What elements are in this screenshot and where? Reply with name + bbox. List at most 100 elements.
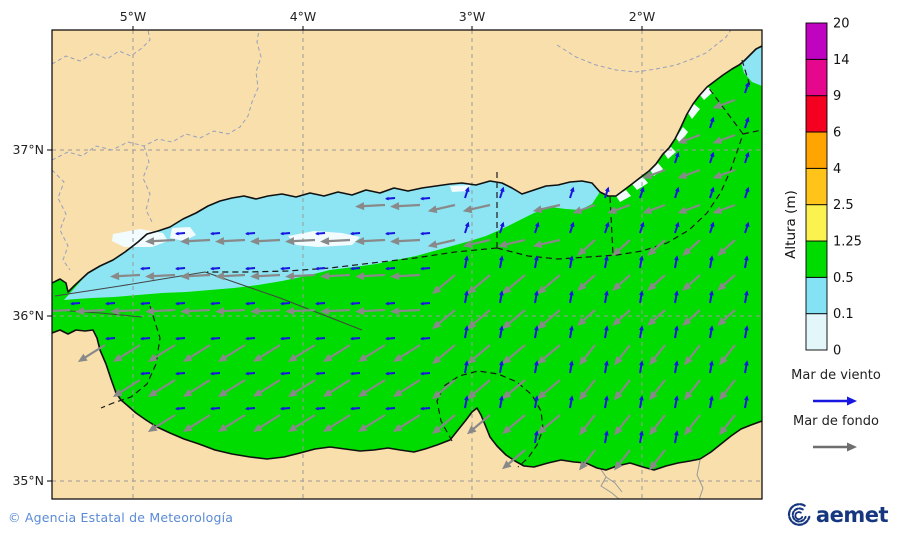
wind-arrow-head (280, 266, 284, 271)
colorbar-segment (805, 167, 828, 206)
wind-arrow-head (245, 301, 249, 306)
sea-pale-patch (650, 163, 663, 176)
wind-arrow-head (464, 325, 469, 331)
swell-arrow-head (145, 272, 155, 281)
wind-arrow-head (639, 186, 645, 193)
swell-arrow-head (355, 272, 365, 281)
sea-pale-patch (450, 185, 470, 192)
wind-arrow-head (674, 186, 680, 193)
wind-arrow-head (464, 290, 469, 296)
wind-arrow-head (464, 186, 470, 193)
sea-pale-patch (676, 127, 688, 143)
swell-arrow-head (683, 425, 693, 436)
wind-arrow-head (604, 186, 610, 193)
maritime-line (54, 271, 206, 297)
wind-arrow-head (569, 221, 575, 228)
swell-arrow-head (467, 425, 477, 435)
wind-arrow-head (140, 336, 144, 341)
wind-arrow-head (674, 430, 679, 436)
wind-arrow-head (280, 301, 284, 306)
swell-arrow-head (392, 388, 403, 397)
colorbar-segment (805, 131, 828, 169)
swell-arrow-head (355, 202, 365, 211)
wind-arrow-head (464, 360, 469, 366)
colorbar-segment (805, 95, 828, 133)
wind-arrow-head (420, 196, 424, 201)
swell-arrow-head (532, 205, 543, 214)
legend-arrow-0-head (847, 396, 857, 406)
colorbar-tick-label: 0.5 (833, 271, 854, 286)
wind-arrow-head (245, 371, 249, 376)
wind-arrow-head (350, 266, 354, 271)
swell-arrow-head (250, 237, 260, 246)
wind-arrow-head (534, 395, 539, 401)
lon-tick-label: 5°W (120, 9, 147, 24)
river-line (599, 467, 620, 499)
wind-arrow-head (569, 325, 574, 331)
river-line (696, 459, 704, 499)
swell-arrow-head (642, 206, 653, 214)
swell-arrow-head (462, 240, 473, 249)
wind-arrow-head (569, 290, 574, 296)
maritime-boundary-dashed (742, 129, 762, 135)
wind-arrow-head (245, 406, 249, 411)
swell-arrow-head (432, 355, 442, 365)
wind-arrow-head (350, 406, 354, 411)
aemet-logo-text: aemet (815, 503, 889, 527)
swell-arrow-head (357, 423, 368, 432)
swell-arrow-head (252, 353, 263, 362)
swell-arrow-head (712, 101, 723, 109)
wind-arrow-head (105, 336, 109, 341)
swell-arrow-head (215, 307, 225, 316)
wind-arrow-head (385, 371, 389, 376)
colorbar-tick-label: 2.5 (833, 198, 854, 213)
wind-arrow-head (709, 255, 714, 261)
wind-arrow-head (674, 395, 679, 401)
wind-arrow-head (639, 430, 644, 436)
admin-border (556, 30, 732, 73)
wind-arrow-head (534, 325, 539, 331)
wind-arrow-head (534, 255, 539, 261)
aemet-logo: aemet (785, 501, 889, 529)
wind-arrow-head (639, 290, 644, 296)
wind-arrow-head (499, 290, 504, 296)
admin-border (142, 145, 153, 223)
swell-arrow-head (427, 240, 438, 249)
wind-arrow-head (709, 116, 715, 123)
swell-arrow-head (182, 423, 193, 432)
wind-arrow-head (210, 231, 214, 236)
wind-arrow-head (464, 221, 470, 228)
swell-arrow-head (577, 282, 587, 292)
wind-arrow-head (639, 255, 644, 261)
swell-arrow-head (390, 237, 400, 246)
colorbar-tick-label: 6 (833, 126, 841, 141)
swell-arrow-head (322, 388, 333, 397)
swell-arrow-head (432, 320, 442, 330)
swell-arrow-head (502, 390, 512, 400)
wind-arrow-head (744, 290, 749, 296)
wind-arrow-head (604, 395, 609, 401)
swell-arrow-head (502, 285, 512, 295)
colorbar-tick-label: 14 (833, 53, 850, 68)
swell-arrow-head (717, 247, 727, 257)
wind-arrow-head (350, 231, 354, 236)
swell-arrow-head (642, 171, 653, 179)
swell-arrow-head (357, 388, 368, 397)
swell-arrow-head (648, 425, 658, 436)
wind-arrow-head (639, 325, 644, 331)
wind-arrow-head (315, 231, 319, 236)
wind-arrow-head (315, 266, 319, 271)
swell-arrow-head (537, 355, 547, 365)
swell-arrow-head (578, 425, 588, 436)
swell-arrow-head (577, 247, 587, 257)
swell-arrow-head (502, 355, 512, 365)
admin-border (52, 30, 151, 65)
wind-arrow-head (350, 336, 354, 341)
swell-arrow-head (462, 205, 473, 214)
wind-arrow-head (280, 371, 284, 376)
swell-arrow-head (467, 390, 477, 400)
swell-arrow-head (285, 307, 295, 316)
swell-arrow-head (182, 388, 193, 397)
wind-arrow-head (385, 231, 389, 236)
